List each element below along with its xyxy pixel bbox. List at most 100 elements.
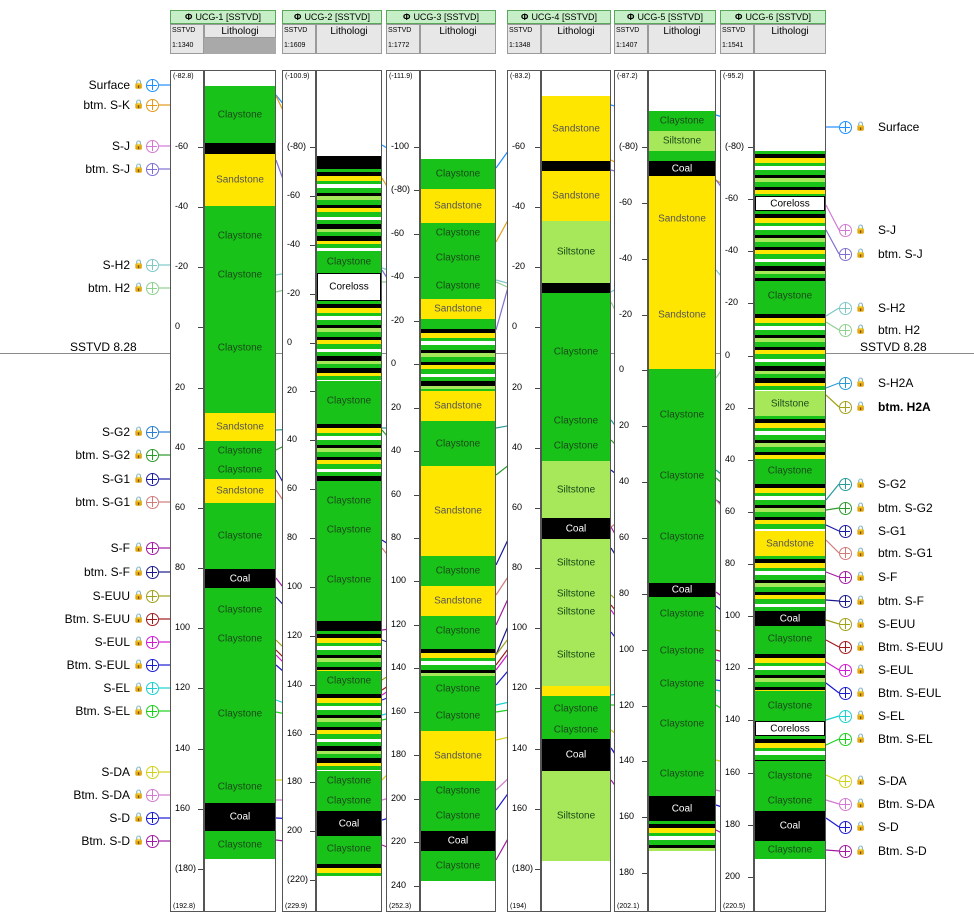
left-marker-label[interactable]: btm. H2 <box>87 281 130 295</box>
lock-icon[interactable]: 🔒 <box>855 798 867 808</box>
lock-icon[interactable]: 🔒 <box>133 542 145 552</box>
lock-icon[interactable]: 🔒 <box>133 259 145 269</box>
right-marker-label[interactable]: Btm. S-DA <box>878 797 935 811</box>
marker-crosshair-icon[interactable] <box>146 789 159 802</box>
marker-crosshair-icon[interactable] <box>839 733 852 746</box>
lock-icon[interactable]: 🔒 <box>133 812 145 822</box>
marker-crosshair-icon[interactable] <box>839 302 852 315</box>
right-marker-label[interactable]: btm. S-F <box>878 594 925 608</box>
lock-icon[interactable]: 🔒 <box>855 641 867 651</box>
well-header[interactable]: Φ UCG-4 [SSTVD] <box>507 10 611 24</box>
lock-icon[interactable]: 🔒 <box>855 401 867 411</box>
left-marker-label[interactable]: S-EUL <box>94 635 130 649</box>
lock-icon[interactable]: 🔒 <box>133 473 145 483</box>
lock-icon[interactable]: 🔒 <box>133 613 145 623</box>
lock-icon[interactable]: 🔒 <box>855 664 867 674</box>
lock-icon[interactable]: 🔒 <box>855 377 867 387</box>
marker-crosshair-icon[interactable] <box>839 248 852 261</box>
well-header[interactable]: Φ UCG-5 [SSTVD] <box>614 10 716 24</box>
marker-crosshair-icon[interactable] <box>839 798 852 811</box>
left-marker-label[interactable]: Btm. S-D <box>81 834 130 848</box>
marker-crosshair-icon[interactable] <box>839 377 852 390</box>
marker-crosshair-icon[interactable] <box>839 571 852 584</box>
left-marker-label[interactable]: btm. S-K <box>83 98 130 112</box>
marker-crosshair-icon[interactable] <box>839 502 852 515</box>
lithology-track[interactable]: Claystone Sandstone Claystone Claystone Clay… <box>204 70 276 912</box>
marker-crosshair-icon[interactable] <box>146 163 159 176</box>
marker-crosshair-icon[interactable] <box>146 812 159 825</box>
marker-crosshair-icon[interactable] <box>146 590 159 603</box>
marker-crosshair-icon[interactable] <box>839 121 852 134</box>
right-marker-label[interactable]: Btm. S-EUU <box>878 640 944 654</box>
lock-icon[interactable]: 🔒 <box>855 224 867 234</box>
lock-icon[interactable]: 🔒 <box>855 821 867 831</box>
marker-crosshair-icon[interactable] <box>146 613 159 626</box>
marker-crosshair-icon[interactable] <box>839 821 852 834</box>
marker-crosshair-icon[interactable] <box>839 775 852 788</box>
left-marker-label[interactable]: Btm. S-DA <box>73 788 130 802</box>
left-marker-label[interactable]: S-G1 <box>101 472 130 486</box>
marker-crosshair-icon[interactable] <box>839 547 852 560</box>
lock-icon[interactable]: 🔒 <box>133 496 145 506</box>
right-marker-label[interactable]: S-D <box>878 820 899 834</box>
left-marker-label[interactable]: Btm. S-EUU <box>64 612 130 626</box>
left-marker-label[interactable]: S-D <box>109 811 130 825</box>
lithology-track[interactable]: Claystone Sandstone Claystone Claystone Clay… <box>420 70 496 912</box>
marker-crosshair-icon[interactable] <box>146 659 159 672</box>
lock-icon[interactable]: 🔒 <box>133 163 145 173</box>
right-marker-label[interactable]: Btm. S-EL <box>878 732 933 746</box>
right-marker-label[interactable]: btm. S-G1 <box>878 546 933 560</box>
right-marker-label[interactable]: S-F <box>878 570 898 584</box>
right-marker-label[interactable]: btm. S-G2 <box>878 501 933 515</box>
right-marker-label[interactable]: S-EL <box>878 709 905 723</box>
well-header[interactable]: Φ UCG-6 [SSTVD] <box>720 10 826 24</box>
left-marker-label[interactable]: btm. S-G1 <box>75 495 130 509</box>
lock-icon[interactable]: 🔒 <box>855 571 867 581</box>
well-header[interactable]: Φ UCG-3 [SSTVD] <box>386 10 496 24</box>
marker-crosshair-icon[interactable] <box>839 401 852 414</box>
lock-icon[interactable]: 🔒 <box>133 766 145 776</box>
right-marker-label[interactable]: Btm. S-EUL <box>878 686 942 700</box>
lock-icon[interactable]: 🔒 <box>133 835 145 845</box>
marker-crosshair-icon[interactable] <box>146 140 159 153</box>
marker-crosshair-icon[interactable] <box>839 710 852 723</box>
lithology-track[interactable]: Sandstone Sandstone Siltstone Claystone Clay… <box>541 70 611 912</box>
right-marker-label[interactable]: S-J <box>878 223 896 237</box>
marker-crosshair-icon[interactable] <box>839 525 852 538</box>
lock-icon[interactable]: 🔒 <box>855 687 867 697</box>
lock-icon[interactable]: 🔒 <box>133 705 145 715</box>
lock-icon[interactable]: 🔒 <box>855 502 867 512</box>
lock-icon[interactable]: 🔒 <box>855 710 867 720</box>
marker-crosshair-icon[interactable] <box>146 79 159 92</box>
left-marker-label[interactable]: Btm. S-EL <box>75 704 130 718</box>
lock-icon[interactable]: 🔒 <box>855 775 867 785</box>
depth-track[interactable]: (-82.8) (192.8) -60 -40 -20 0 20 40 60 80 100 120 14… <box>170 70 204 912</box>
lock-icon[interactable]: 🔒 <box>855 324 867 334</box>
right-marker-label[interactable]: S-G2 <box>878 477 907 491</box>
lock-icon[interactable]: 🔒 <box>133 566 145 576</box>
marker-crosshair-icon[interactable] <box>839 687 852 700</box>
marker-crosshair-icon[interactable] <box>146 566 159 579</box>
marker-crosshair-icon[interactable] <box>839 664 852 677</box>
marker-crosshair-icon[interactable] <box>839 845 852 858</box>
marker-crosshair-icon[interactable] <box>839 324 852 337</box>
lock-icon[interactable]: 🔒 <box>855 618 867 628</box>
right-marker-label[interactable]: S-EUL <box>878 663 914 677</box>
left-marker-label[interactable]: Btm. S-EUL <box>66 658 130 672</box>
lock-icon[interactable]: 🔒 <box>133 590 145 600</box>
marker-crosshair-icon[interactable] <box>146 426 159 439</box>
left-marker-label[interactable]: S-EUU <box>92 589 130 603</box>
marker-crosshair-icon[interactable] <box>839 641 852 654</box>
left-marker-label[interactable]: S-DA <box>101 765 130 779</box>
marker-crosshair-icon[interactable] <box>839 618 852 631</box>
marker-crosshair-icon[interactable] <box>839 478 852 491</box>
right-marker-label[interactable]: Btm. S-D <box>878 844 927 858</box>
marker-crosshair-icon[interactable] <box>146 99 159 112</box>
lock-icon[interactable]: 🔒 <box>855 478 867 488</box>
left-marker-label[interactable]: btm. S-G2 <box>75 448 130 462</box>
left-marker-label[interactable]: S-F <box>110 541 130 555</box>
well-header[interactable]: Φ UCG-2 [SSTVD] <box>282 10 382 24</box>
marker-crosshair-icon[interactable] <box>146 259 159 272</box>
right-marker-label[interactable]: btm. S-J <box>878 247 923 261</box>
lock-icon[interactable]: 🔒 <box>855 547 867 557</box>
